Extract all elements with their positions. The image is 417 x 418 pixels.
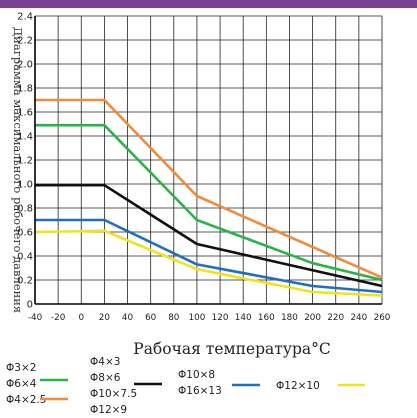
x-tick-label: 160	[258, 313, 275, 323]
x-tick-label: 260	[374, 313, 391, 323]
y-tick-label: 0.6	[17, 228, 33, 239]
y-tick-label: 0	[27, 300, 33, 311]
legend-label: Φ3×2	[6, 362, 36, 374]
x-tick-label: -40	[28, 313, 43, 323]
legend: Φ3×2 Φ6×4 Φ4×2.5 Φ4×3 Φ8×6 Φ10×7.5 Φ12×9 Φ10×8 Φ…	[6, 356, 365, 416]
x-tick-labels: -40 -20 0 20 40 60 80 100 120 140 160 180 200 220 240 2…	[28, 313, 391, 323]
axes	[34, 16, 382, 305]
x-tick-label: 240	[350, 313, 367, 323]
x-tick-label: 200	[304, 313, 321, 323]
y-tick-label: 2.2	[17, 36, 33, 47]
series-line	[35, 123, 383, 282]
x-tick-label: -20	[51, 313, 66, 323]
y-tick-label: 2.4	[17, 12, 33, 23]
x-tick-label: 220	[327, 313, 344, 323]
y-tick-label: 1.6	[17, 108, 33, 119]
y-tick-label: 1.2	[17, 156, 33, 167]
legend-label: Φ10×8	[178, 369, 215, 381]
top-banner	[0, 0, 417, 8]
series-line	[35, 183, 383, 288]
legend-label: Φ4×3	[90, 356, 120, 368]
x-tick-label: 20	[99, 313, 111, 323]
series-line	[35, 98, 383, 279]
y-axis-label: Диаграмма максимального рабочего давлени…	[11, 27, 25, 313]
legend-label: Φ10×7.5	[90, 388, 137, 400]
legend-label: Φ16×13	[178, 385, 222, 397]
y-tick-label: 0.8	[17, 204, 33, 215]
x-tick-label: 180	[281, 313, 298, 323]
y-tick-labels: 0 0.2 0.4 0.6 0.8 1.0 1.2 1.4 1.6 1.8 2.0 2.2 2.4	[17, 12, 33, 311]
y-tick-label: 1.4	[17, 132, 33, 143]
legend-label: Φ12×9	[90, 404, 127, 416]
y-tick-label: 0.2	[17, 276, 33, 287]
x-tick-label: 0	[78, 313, 84, 323]
y-tick-label: 1.8	[17, 84, 33, 95]
x-tick-label: 60	[145, 313, 157, 323]
legend-label: Φ6×4	[6, 378, 37, 390]
y-tick-label: 0.4	[17, 252, 33, 263]
legend-label: Φ4×2.5	[6, 394, 46, 406]
x-tick-label: 120	[212, 313, 229, 323]
series-line	[35, 218, 383, 294]
y-tick-label: 1.0	[17, 180, 33, 191]
legend-label: Φ12×10	[276, 380, 320, 392]
x-tick-label: 40	[122, 313, 134, 323]
x-tick-label: 140	[235, 313, 252, 323]
series-line	[34, 229, 383, 297]
x-axis-label: Рабочая температура°C	[133, 340, 330, 358]
series-lines	[34, 98, 383, 297]
x-tick-label: 80	[168, 313, 180, 323]
grid	[34, 15, 383, 305]
legend-label: Φ8×6	[90, 372, 121, 384]
x-tick-label: 100	[189, 313, 206, 323]
y-tick-label: 2.0	[17, 60, 33, 71]
